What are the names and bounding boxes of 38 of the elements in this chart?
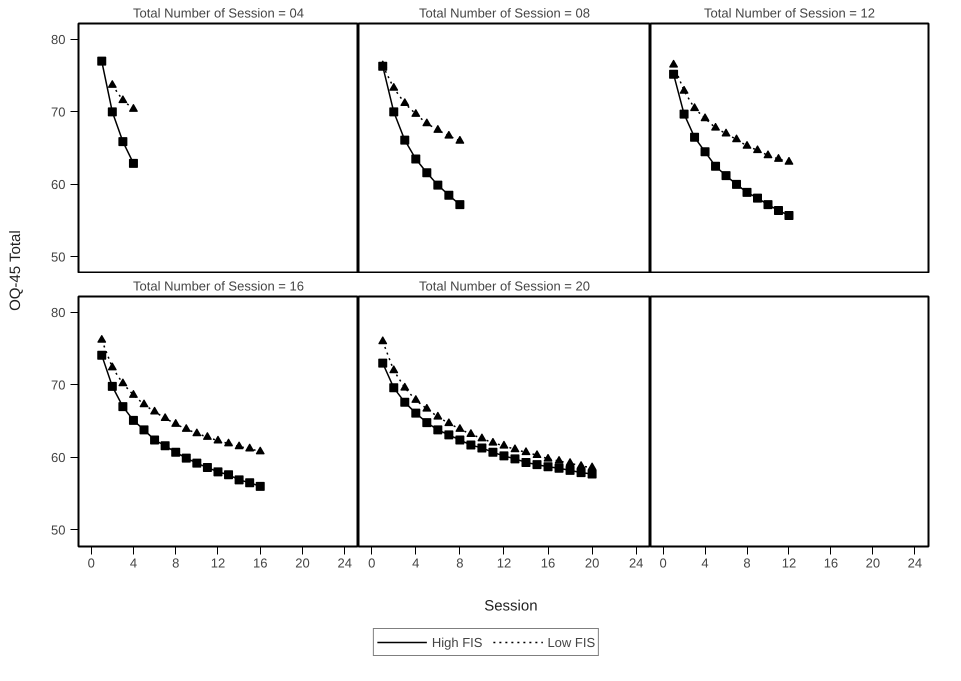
x-axis-title: Session — [484, 598, 538, 615]
y-tick-label: 80 — [51, 32, 66, 47]
x-tick-label: 20 — [866, 556, 880, 570]
x-tick-label: 4 — [412, 556, 420, 570]
y-tick-label: 80 — [51, 304, 66, 320]
y-tick-label: 50 — [51, 522, 66, 538]
y-tick-label: 70 — [51, 377, 66, 392]
x-tick-label: 8 — [743, 556, 751, 570]
chart-title: Total Number of Session = 08 — [419, 6, 590, 20]
legend-label: Low FIS — [547, 634, 596, 650]
chart-title: Total Number of Session = 04 — [133, 6, 304, 20]
x-tick-label: 0 — [368, 556, 376, 570]
x-tick-label: 0 — [88, 556, 95, 570]
x-tick-label: 16 — [824, 556, 838, 570]
x-tick-label: 12 — [210, 556, 226, 570]
x-tick-label: 0 — [659, 556, 667, 570]
x-tick-label: 24 — [628, 556, 644, 570]
chart-title: Total Number of Session = 12 — [704, 6, 875, 20]
x-tick-label: 16 — [540, 556, 556, 570]
y-tick-label: 60 — [51, 176, 66, 192]
y-tick-label: 60 — [51, 450, 66, 465]
y-axis-title: OQ-45 Total — [7, 230, 24, 311]
y-tick-label: 50 — [51, 249, 66, 264]
legend-label: High FIS — [432, 634, 482, 650]
x-tick-label: 16 — [253, 556, 268, 570]
chart-title: Total Number of Session = 16 — [133, 278, 304, 294]
x-tick-label: 8 — [456, 556, 464, 570]
x-tick-label: 20 — [295, 556, 310, 570]
x-tick-label: 4 — [701, 556, 709, 570]
x-tick-label: 4 — [130, 556, 138, 570]
x-tick-label: 24 — [908, 556, 922, 570]
chart-title: Total Number of Session = 20 — [419, 278, 590, 294]
x-tick-label: 8 — [172, 556, 180, 570]
x-tick-label: 12 — [782, 556, 796, 570]
x-tick-label: 24 — [338, 556, 352, 570]
y-tick-label: 70 — [51, 104, 66, 120]
x-tick-label: 20 — [584, 556, 600, 570]
x-tick-label: 12 — [496, 556, 512, 570]
